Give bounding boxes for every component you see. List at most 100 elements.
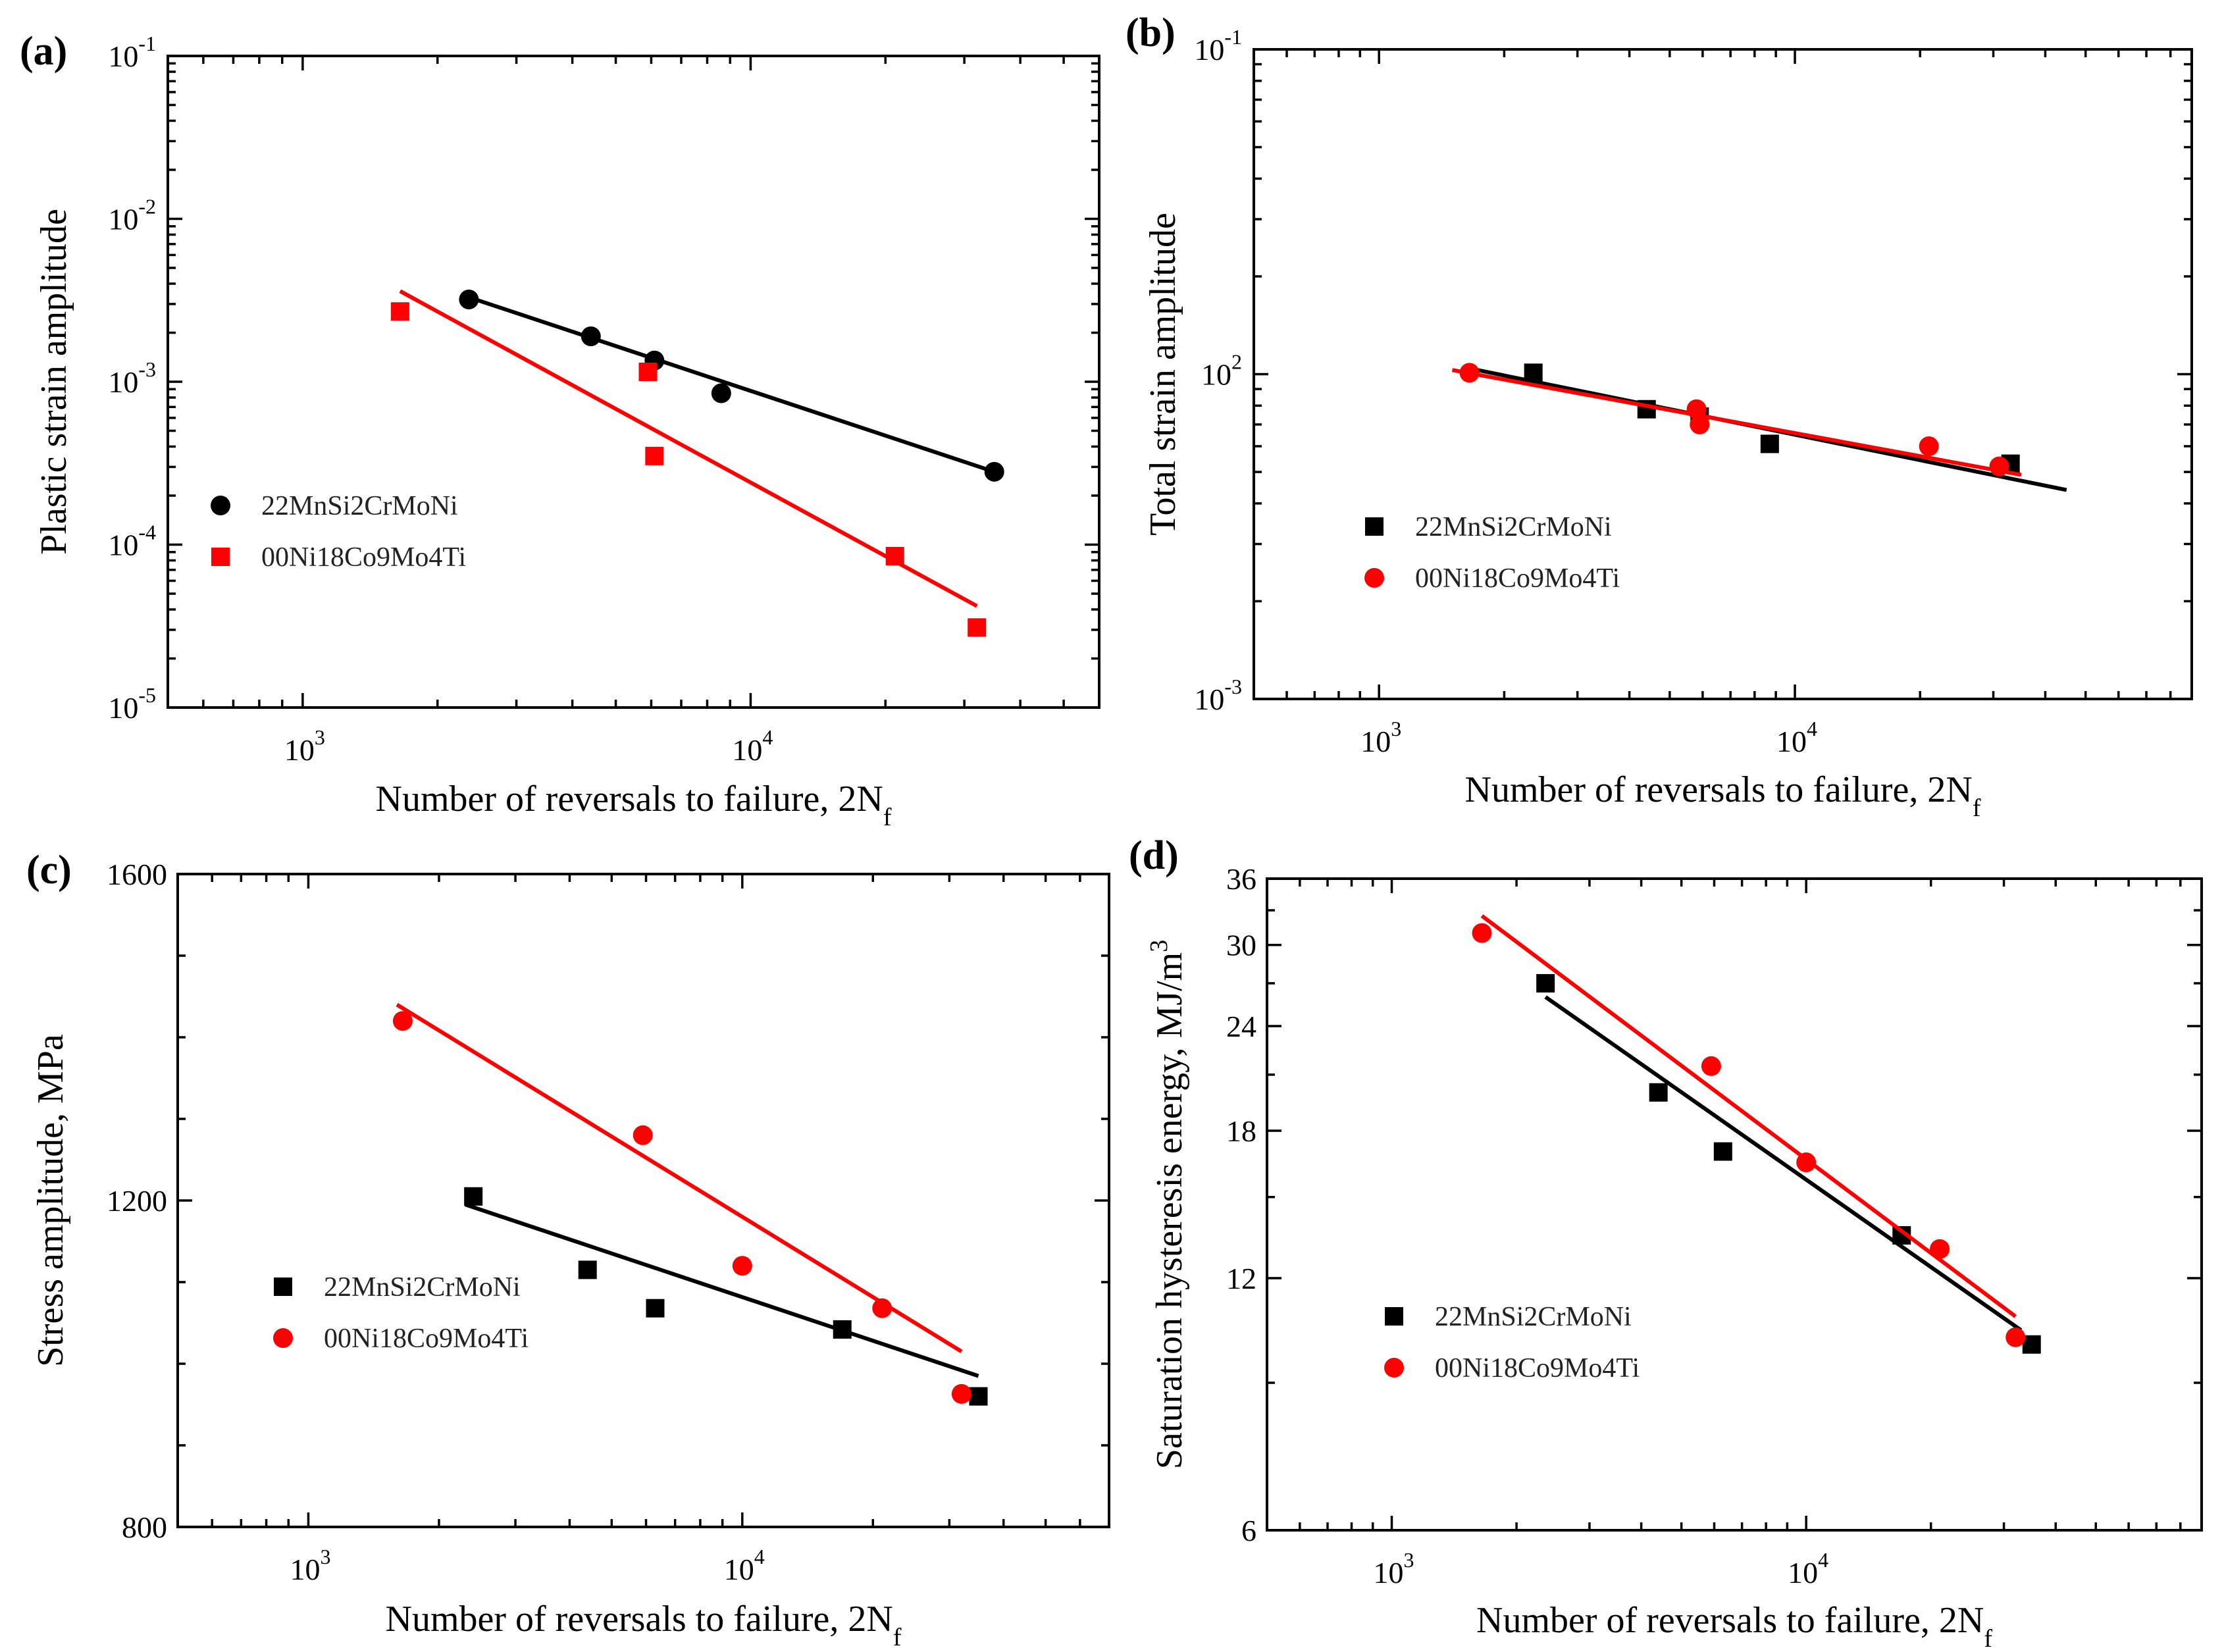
data-point-square bbox=[646, 1299, 665, 1318]
x-axis-title: Number of reversals to failure, 2Nf bbox=[376, 779, 892, 831]
y-tick-label: 18 bbox=[1226, 1114, 1256, 1148]
data-point-square bbox=[464, 1187, 483, 1206]
y-axis-title: Total strain amplitude bbox=[1143, 213, 1183, 536]
y-tick-label: 10-4 bbox=[108, 521, 156, 562]
data-point-square bbox=[1713, 1142, 1732, 1161]
x-tick-label: 104 bbox=[732, 725, 773, 767]
data-point-circle bbox=[581, 326, 601, 347]
data-point-circle bbox=[951, 1383, 971, 1404]
y-tick-label: 10-3 bbox=[1194, 675, 1242, 716]
plot-area bbox=[167, 55, 1100, 709]
y-tick-label: 6 bbox=[1241, 1514, 1256, 1547]
y-tick-label: 10-1 bbox=[108, 32, 156, 73]
x-tick-label: 103 bbox=[290, 1545, 330, 1586]
data-point-square bbox=[1649, 1083, 1668, 1102]
fit-line-series-2 bbox=[396, 1002, 963, 1353]
x-tick-label: 103 bbox=[284, 725, 325, 767]
y-axis-title: Saturation hysteresis energy, MJ/m3 bbox=[1145, 940, 1190, 1469]
data-point-square bbox=[833, 1320, 852, 1339]
legend-label: 00Ni18Co9Mo4Ti bbox=[1415, 563, 1620, 594]
fit-line-series-2 bbox=[1480, 914, 2017, 1318]
legend-marker-square bbox=[274, 1278, 292, 1296]
chart-panel-2: 103 104 10-3 102 10-1 Number of reversals to … bbox=[1125, 11, 2193, 822]
data-point-circle bbox=[711, 383, 731, 403]
data-point-circle bbox=[392, 1011, 413, 1031]
data-point-square bbox=[390, 302, 409, 321]
data-point-circle bbox=[1686, 399, 1707, 419]
plot-area bbox=[1253, 48, 2193, 700]
data-point-square bbox=[969, 1387, 988, 1406]
legend-marker-square bbox=[211, 548, 230, 566]
data-point-square bbox=[2022, 1335, 2041, 1354]
panel-label: (d) bbox=[1129, 833, 1179, 878]
data-point-square bbox=[968, 618, 987, 637]
fit-line-series-1 bbox=[468, 295, 995, 474]
data-point-circle bbox=[1930, 1239, 1950, 1259]
legend-marker-circle bbox=[1384, 1358, 1404, 1378]
data-point-circle bbox=[1701, 1056, 1721, 1076]
x-tick-label: 104 bbox=[724, 1545, 765, 1586]
data-point-circle bbox=[1919, 436, 1939, 456]
x-axis-title: Number of reversals to failure, 2Nf bbox=[386, 1599, 902, 1651]
data-point-circle bbox=[732, 1256, 752, 1276]
legend-label: 00Ni18Co9Mo4Ti bbox=[1435, 1353, 1640, 1383]
data-point-square bbox=[885, 546, 904, 565]
y-tick-label: 30 bbox=[1226, 929, 1256, 962]
legend-marker-circle bbox=[273, 1328, 293, 1348]
legend-marker-square bbox=[1385, 1307, 1403, 1326]
y-tick-label: 10-3 bbox=[108, 357, 156, 399]
x-tick-label: 104 bbox=[1776, 717, 1817, 758]
legend-marker-circle bbox=[1364, 568, 1384, 588]
x-axis-title: Number of reversals to failure, 2Nf bbox=[1476, 1600, 1992, 1652]
data-point-circle bbox=[1690, 414, 1710, 434]
x-axis-title: Number of reversals to failure, 2Nf bbox=[1465, 769, 1981, 822]
panel-label: (c) bbox=[26, 848, 72, 892]
data-point-circle bbox=[633, 1125, 653, 1145]
data-point-circle bbox=[1472, 923, 1492, 943]
data-point-circle bbox=[1459, 363, 1480, 383]
plot-area bbox=[176, 873, 1110, 1528]
data-point-circle bbox=[1796, 1152, 1817, 1173]
fit-line-series-2 bbox=[399, 289, 978, 608]
y-tick-label: 10-2 bbox=[108, 195, 156, 236]
legend-label: 22MnSi2CrMoNi bbox=[261, 491, 458, 521]
data-point-circle bbox=[984, 461, 1004, 482]
y-tick-label: 800 bbox=[122, 1510, 167, 1544]
y-axis-title: Stress amplitude, MPa bbox=[30, 1034, 71, 1367]
fit-line-series-2 bbox=[1451, 368, 2022, 477]
legend-label: 22MnSi2CrMoNi bbox=[1435, 1302, 1632, 1332]
y-axis-title: Plastic strain amplitude bbox=[34, 209, 74, 555]
y-tick-label: 1600 bbox=[107, 858, 167, 891]
y-tick-label: 1200 bbox=[107, 1184, 167, 1218]
data-point-circle bbox=[1989, 456, 2009, 477]
fit-line-series-1 bbox=[1544, 995, 2023, 1332]
data-point-circle bbox=[872, 1298, 892, 1318]
data-point-circle bbox=[459, 289, 479, 309]
legend-label: 00Ni18Co9Mo4Ti bbox=[324, 1324, 529, 1354]
y-tick-label: 10-5 bbox=[108, 683, 156, 725]
fit-line-series-1 bbox=[465, 1202, 979, 1378]
x-tick-label: 104 bbox=[1788, 1548, 1828, 1589]
legend-label: 00Ni18Co9Mo4Ti bbox=[261, 542, 466, 573]
panel-label: (b) bbox=[1125, 11, 1176, 55]
chart-panel-3: 103 104 800 1200 1600 Number of reversals to … bbox=[26, 848, 1110, 1651]
data-point-square bbox=[1524, 363, 1543, 382]
chart-panel-4: 103 104 6 12 18 24 30 36 Number of reversals to … bbox=[1129, 833, 2203, 1652]
legend-marker-circle bbox=[211, 496, 230, 515]
plot-area bbox=[1266, 877, 2203, 1532]
panel-label: (a) bbox=[20, 29, 67, 74]
x-tick-label: 103 bbox=[1360, 717, 1401, 758]
data-point-square bbox=[1760, 434, 1779, 453]
y-tick-label: 24 bbox=[1226, 1010, 1256, 1043]
y-tick-label: 12 bbox=[1226, 1262, 1256, 1295]
legend-label: 22MnSi2CrMoNi bbox=[324, 1272, 521, 1303]
x-tick-label: 103 bbox=[1374, 1548, 1414, 1589]
data-point-circle bbox=[2005, 1327, 2026, 1347]
legend-label: 22MnSi2CrMoNi bbox=[1415, 512, 1612, 542]
data-point-square bbox=[1536, 973, 1555, 993]
y-tick-label: 10-1 bbox=[1194, 25, 1242, 66]
data-point-square bbox=[638, 362, 658, 381]
data-point-square bbox=[645, 446, 664, 465]
data-point-square bbox=[578, 1260, 597, 1279]
